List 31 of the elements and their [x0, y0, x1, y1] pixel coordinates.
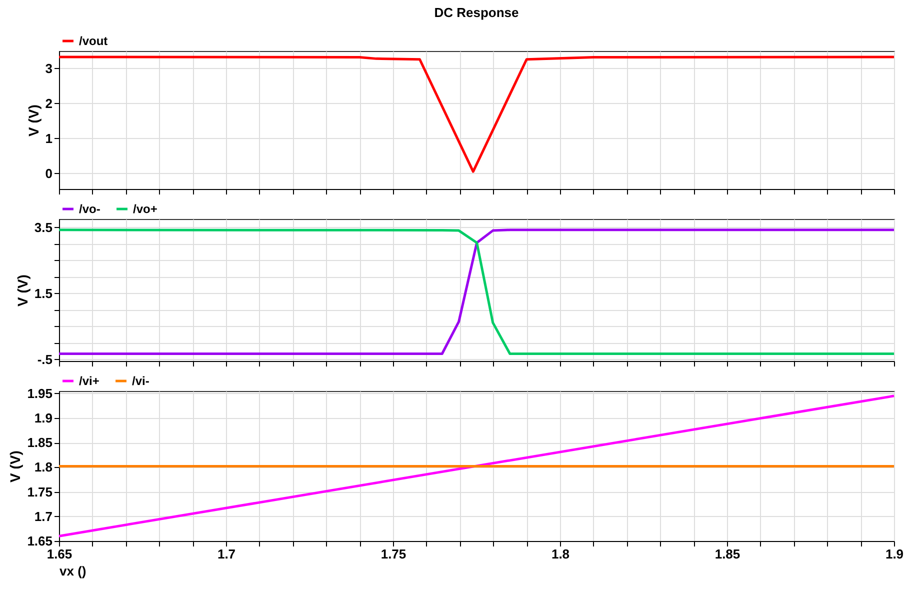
x-tick-label: 1.75 — [380, 546, 406, 562]
y-axis-title: V (V) — [14, 274, 30, 306]
y-tick-label: 1.5 — [34, 286, 52, 301]
x-tick-label: 1.7 — [217, 546, 236, 562]
y-axis-title: V (V) — [25, 104, 42, 136]
line-series — [58, 228, 896, 355]
y-tick-label: 1.8 — [34, 460, 52, 475]
y-tick-label: 0 — [45, 166, 52, 181]
y-tick-label: 1.9 — [34, 410, 52, 426]
y-tick-label: 1.85 — [27, 435, 52, 450]
x-tick-label: 1.8 — [551, 546, 570, 562]
x-tick-label: 1.9 — [885, 546, 904, 562]
x-tick-label: 1.85 — [714, 546, 740, 562]
legend-label: /vout — [79, 34, 108, 48]
legend-label: /vi+ — [79, 374, 100, 388]
line-series — [58, 56, 896, 173]
y-tick-label: -.5 — [37, 352, 52, 367]
y-tick-label: 1 — [45, 130, 52, 146]
legend-label: /vi- — [132, 374, 150, 388]
legend-label: /vo- — [79, 202, 100, 216]
y-tick-label: 1.75 — [27, 484, 52, 500]
y-tick-label: 3 — [45, 60, 52, 76]
y-tick-label: 1.65 — [27, 534, 52, 548]
y-tick-label: 3.5 — [34, 220, 52, 235]
y-tick-label: 1.95 — [27, 386, 52, 401]
x-axis-title: vx () — [60, 564, 86, 578]
legend-label: /vo+ — [133, 202, 158, 216]
y-tick-label: 2 — [45, 96, 52, 111]
y-axis-title: V (V) — [7, 450, 24, 482]
chart-title: DC Response — [434, 5, 519, 20]
y-tick-label: 1.7 — [34, 508, 52, 524]
